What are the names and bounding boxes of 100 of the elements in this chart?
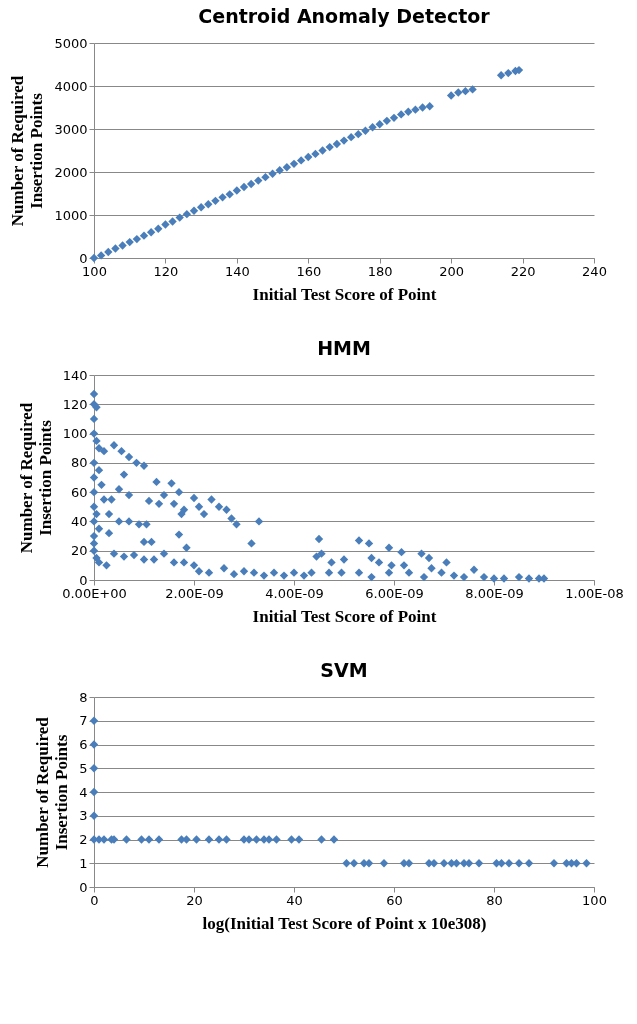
point <box>296 156 306 165</box>
point <box>261 172 270 182</box>
y-tick-label: 0 <box>79 879 88 895</box>
point <box>504 68 513 78</box>
y-tick-label: 0 <box>79 572 88 588</box>
point <box>246 179 256 189</box>
y-tick-label: 140 <box>62 367 88 383</box>
point <box>439 859 449 868</box>
point <box>304 152 313 162</box>
point <box>196 203 206 212</box>
point <box>175 213 184 222</box>
y-tick-label: 8 <box>79 689 88 705</box>
point <box>504 859 514 868</box>
point <box>318 146 327 155</box>
x-tick-label: 20 <box>186 892 203 908</box>
point <box>125 237 134 247</box>
point <box>389 113 399 122</box>
point <box>146 228 156 237</box>
x-tick-label: 1.00E-08 <box>565 585 624 601</box>
y-tick-label: 7 <box>79 713 88 729</box>
point <box>161 220 170 229</box>
x-tick-label: 220 <box>510 263 536 279</box>
x-axis-title: Initial Test Score of Point <box>252 606 437 626</box>
y-tick-label: 5000 <box>54 35 88 51</box>
point <box>342 859 351 868</box>
point <box>118 241 127 250</box>
point <box>325 142 334 152</box>
point <box>474 859 484 868</box>
point <box>468 85 477 94</box>
point <box>222 835 231 844</box>
point <box>339 136 349 145</box>
y-tick-label: 4000 <box>54 78 88 94</box>
point <box>354 129 363 139</box>
point <box>104 247 113 257</box>
y-tick-label: 120 <box>62 396 88 412</box>
point <box>317 835 326 844</box>
y-tick-label: 2 <box>79 832 88 847</box>
x-tick-label: 240 <box>582 263 607 279</box>
point <box>332 139 342 149</box>
point <box>137 835 146 844</box>
point <box>272 835 281 844</box>
y-tick-label: 6 <box>79 737 88 752</box>
point <box>289 159 299 169</box>
point <box>189 206 199 215</box>
point <box>287 835 296 844</box>
x-tick-label: 180 <box>367 263 393 279</box>
chart-title: HMM <box>317 337 371 359</box>
x-tick-label: 6.00E-09 <box>365 585 424 601</box>
chart-title: SVM <box>320 659 368 681</box>
point <box>192 835 201 844</box>
point <box>349 859 359 868</box>
point <box>225 190 234 199</box>
point <box>154 835 164 844</box>
x-tick-label: 4.00E-09 <box>265 585 324 601</box>
point <box>461 86 470 96</box>
y-tick-label: 3000 <box>54 121 88 137</box>
x-tick-label: 2.00E-09 <box>165 585 224 601</box>
point <box>549 859 559 868</box>
point <box>311 149 320 159</box>
point <box>454 88 463 97</box>
point <box>204 835 214 844</box>
point <box>122 835 131 844</box>
point <box>268 169 277 178</box>
x-tick-label: 120 <box>153 263 179 279</box>
x-tick-label: 60 <box>386 892 403 908</box>
x-tick-label: 80 <box>486 892 503 908</box>
x-tick-label: 140 <box>224 263 250 279</box>
point <box>361 126 370 135</box>
x-tick-label: 200 <box>439 263 465 279</box>
point <box>404 107 413 116</box>
point <box>425 102 434 111</box>
point <box>232 186 242 195</box>
x-tick-label: 0 <box>90 892 99 908</box>
y-tick-label: 1000 <box>54 207 88 223</box>
point <box>282 163 292 172</box>
y-tick-label: 2000 <box>54 164 88 180</box>
point <box>252 835 261 844</box>
point <box>382 116 392 126</box>
x-tick-label: 40 <box>286 892 303 908</box>
point <box>144 835 154 844</box>
point <box>275 166 284 175</box>
point <box>139 231 149 240</box>
point <box>379 859 389 868</box>
point <box>368 123 377 132</box>
point <box>204 200 213 209</box>
y-tick-label: 5 <box>79 760 88 776</box>
point <box>446 91 456 100</box>
y-axis-title: Number of Required Insertion Points <box>33 716 72 868</box>
x-tick-label: 0.00E+00 <box>62 585 127 601</box>
y-tick-label: 20 <box>70 543 88 559</box>
point <box>254 176 263 185</box>
y-axis-title: Number of Required Insertion Points <box>16 402 55 554</box>
x-tick-label: 160 <box>296 263 322 279</box>
y-tick-label: 40 <box>70 513 88 529</box>
point <box>168 217 177 226</box>
point <box>375 120 384 129</box>
y-tick-label: 60 <box>70 484 88 500</box>
point <box>514 859 524 868</box>
chart-title: Centroid Anomaly Detector <box>198 5 491 27</box>
x-axis-title: log(Initial Test Score of Point x 10e308) <box>202 913 487 933</box>
